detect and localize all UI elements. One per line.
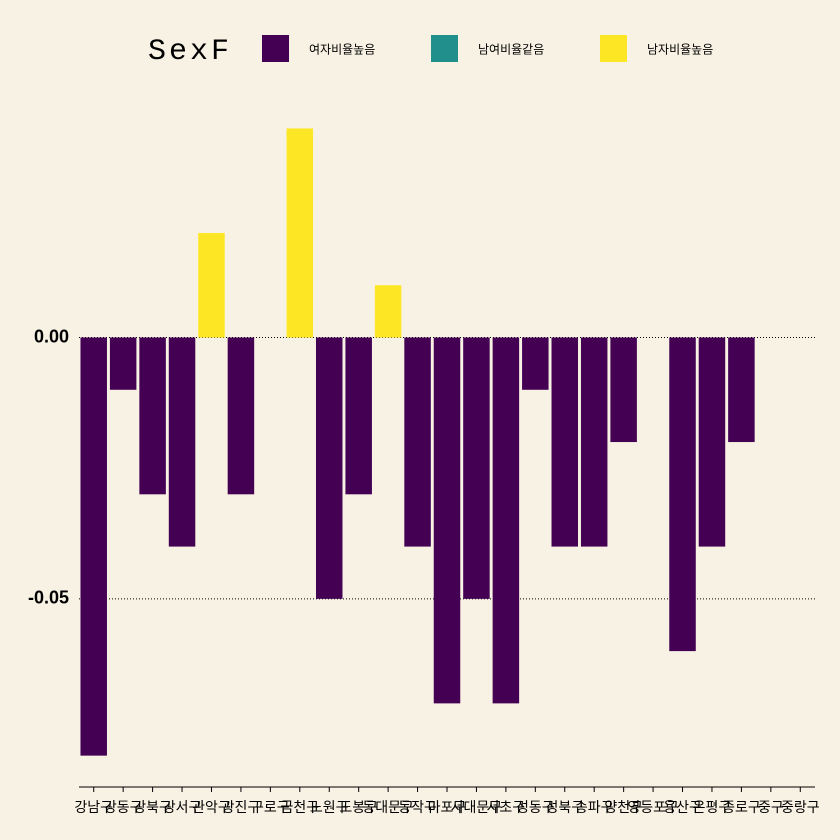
legend-title: SexF	[148, 35, 232, 69]
y-tick-label: -0.05	[28, 588, 69, 608]
x-tick-label: 강서구	[163, 800, 202, 816]
x-tick-label: 금천구	[280, 800, 319, 816]
bar	[728, 337, 755, 443]
x-tick-label: 노원구	[310, 800, 349, 816]
x-tick-label: 강남구	[74, 800, 113, 816]
bar	[227, 337, 255, 495]
bar	[315, 337, 343, 599]
legend-label: 남자비율높음	[647, 43, 713, 57]
x-tick-label: 종로구	[722, 800, 761, 816]
bar	[404, 337, 431, 547]
x-tick-label: 도봉구	[339, 800, 378, 816]
bar	[698, 337, 726, 547]
x-tick-label: 광진구	[222, 800, 261, 816]
bar	[522, 337, 549, 390]
x-tick-label: 서초구	[487, 800, 526, 816]
x-tick-label: 동대문구	[362, 800, 414, 816]
bar	[433, 337, 461, 704]
x-tick-label: 양천구	[604, 800, 643, 816]
x-tick-label: 마포구	[428, 800, 467, 816]
x-tick-label: 강북구	[133, 800, 172, 816]
y-tick-label: 0.00	[34, 326, 69, 346]
bar	[492, 337, 520, 704]
bar	[374, 285, 402, 338]
x-tick-label: 관악구	[192, 800, 231, 816]
x-tick-label: 동작구	[398, 800, 437, 816]
x-tick-label: 중랑구	[781, 800, 820, 816]
x-tick-label: 서대문구	[451, 800, 503, 816]
x-tick-label: 은평구	[693, 800, 732, 816]
bar	[198, 232, 225, 338]
x-tick-label: 용산구	[663, 800, 702, 816]
bar	[80, 337, 107, 756]
x-tick-label: 성동구	[516, 800, 555, 816]
bar	[551, 337, 579, 547]
x-tick-label: 송파구	[575, 800, 614, 816]
x-tick-label: 강동구	[104, 800, 143, 816]
bar	[168, 337, 196, 547]
legend-label: 여자비율높음	[309, 43, 375, 57]
legend-swatch	[431, 35, 458, 62]
bar	[109, 337, 137, 390]
x-tick-label: 영등포구	[627, 800, 679, 816]
x-tick-label: 성북구	[545, 800, 584, 816]
legend-swatch	[262, 35, 289, 62]
bar	[345, 337, 372, 495]
bar	[669, 337, 696, 652]
bar	[463, 337, 490, 599]
bar	[610, 337, 637, 443]
bar	[286, 128, 314, 338]
bar	[580, 337, 608, 547]
x-tick-label: 중구	[758, 800, 784, 816]
bar	[139, 337, 166, 495]
legend-label: 남여비율같음	[478, 43, 544, 57]
legend-swatch	[600, 35, 627, 62]
x-tick-label: 구로구	[251, 800, 290, 816]
